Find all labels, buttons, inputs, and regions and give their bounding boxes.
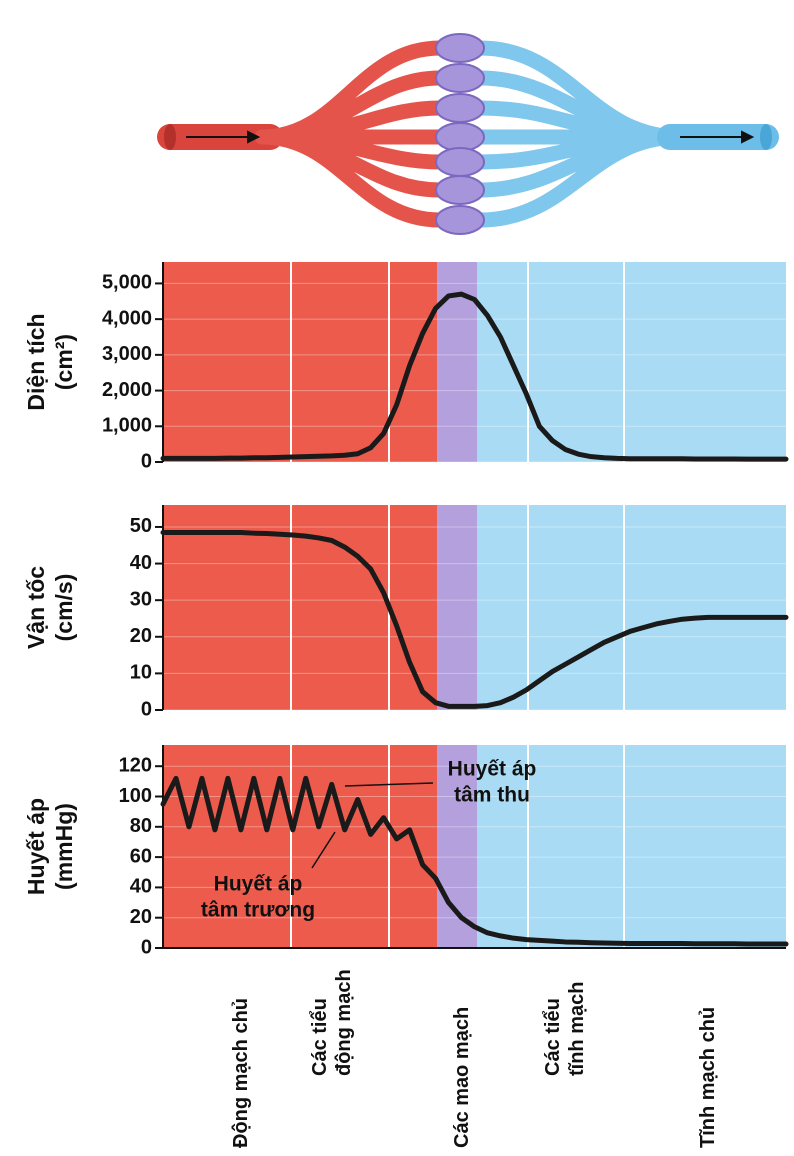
- y-axis-label: (cm/s): [51, 574, 77, 642]
- capillary-beds: [435, 33, 485, 235]
- y-tick-label: 0: [141, 936, 152, 958]
- y-tick-label: 40: [130, 552, 152, 574]
- y-axis-label: Diện tích: [23, 313, 49, 410]
- y-axis-label: (cm²): [51, 334, 77, 390]
- arteries: [157, 40, 448, 228]
- y-axis-label: Vận tốc: [23, 566, 49, 649]
- y-tick-label: 4,000: [102, 307, 152, 329]
- annotation-text: tâm thu: [454, 784, 530, 807]
- y-tick-label: 5,000: [102, 272, 152, 294]
- capillary-region: [437, 262, 477, 462]
- annotation-text: Huyết áp: [448, 758, 537, 781]
- y-tick-label: 100: [119, 785, 152, 807]
- y-tick-label: 0: [141, 698, 152, 720]
- annotation-leader: [311, 831, 336, 869]
- y-tick-label: 40: [130, 876, 152, 898]
- x-category-label: Các tiểu tĩnh mạch: [542, 981, 589, 1076]
- y-tick-label: 10: [130, 662, 152, 684]
- y-tick-label: 60: [130, 845, 152, 867]
- vein-end: [760, 124, 772, 150]
- flow-arrows: [186, 130, 755, 144]
- y-tick-label: 3,000: [102, 343, 152, 365]
- y-tick-label: 0: [141, 450, 152, 472]
- x-category-label: Các tiểu động mạch: [308, 969, 355, 1076]
- artery-end: [164, 124, 176, 150]
- vein-region: [477, 262, 786, 462]
- data-line: [160, 775, 789, 947]
- annotation-leader: [344, 782, 434, 787]
- data-line: [160, 529, 789, 709]
- y-tick-label: 20: [130, 906, 152, 928]
- y-tick-label: 50: [130, 515, 152, 537]
- y-tick-label: 20: [130, 625, 152, 647]
- data-line: [160, 291, 789, 462]
- y-tick-label: 2,000: [102, 379, 152, 401]
- x-category-label: Động mạch chủ: [229, 997, 252, 1148]
- y-tick-label: 30: [130, 588, 152, 610]
- x-category-label: Tĩnh mạch chủ: [697, 1006, 720, 1148]
- y-tick-label: 80: [130, 815, 152, 837]
- artery-region: [163, 262, 437, 462]
- y-tick-label: 120: [119, 754, 152, 776]
- x-category-label: Các mao mạch: [450, 1006, 473, 1148]
- y-axis-label: (mmHg): [51, 803, 77, 890]
- annotation-text: tâm trương: [201, 899, 315, 922]
- annotation-text: Huyết áp: [214, 873, 303, 896]
- vessel-illustration: [157, 33, 779, 235]
- veins: [472, 40, 779, 228]
- artery-region: [163, 745, 437, 948]
- y-tick-label: 1,000: [102, 415, 152, 437]
- vein-region: [477, 505, 786, 710]
- y-axis-label: Huyết áp: [23, 798, 49, 895]
- capillary-region: [437, 505, 477, 710]
